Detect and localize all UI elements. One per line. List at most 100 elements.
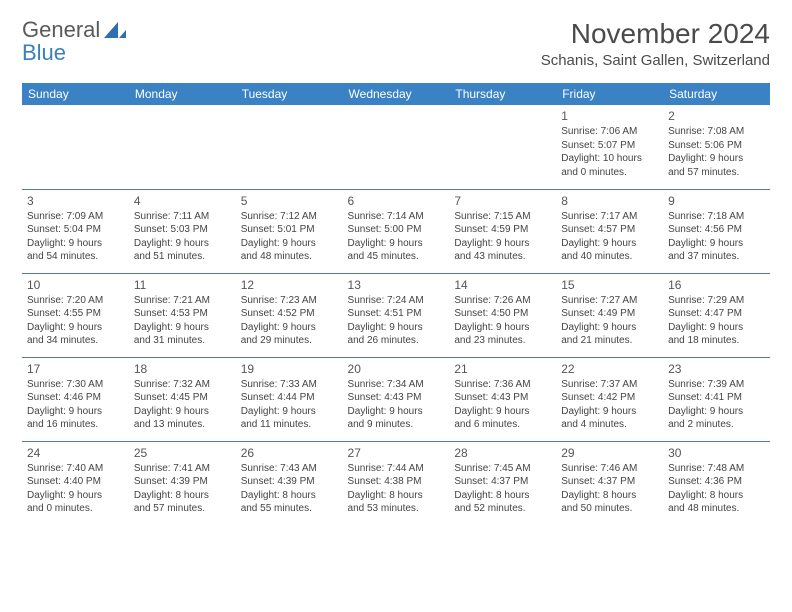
calendar-row: 17Sunrise: 7:30 AMSunset: 4:46 PMDayligh… [22,357,770,441]
day1-text: Daylight: 9 hours [668,152,765,166]
sunset-text: Sunset: 4:43 PM [348,391,445,405]
day-number: 2 [668,108,765,124]
day1-text: Daylight: 9 hours [27,489,124,503]
day2-text: and 50 minutes. [561,502,658,516]
day-number: 22 [561,361,658,377]
sunrise-text: Sunrise: 7:41 AM [134,462,231,476]
day2-text: and 16 minutes. [27,418,124,432]
calendar-table: SundayMondayTuesdayWednesdayThursdayFrid… [22,83,770,525]
day1-text: Daylight: 9 hours [454,321,551,335]
sunset-text: Sunset: 4:37 PM [561,475,658,489]
brand-text: General Blue [22,18,100,64]
day-number: 16 [668,277,765,293]
day-header: Sunday [22,83,129,105]
day-number: 23 [668,361,765,377]
calendar-row: 24Sunrise: 7:40 AMSunset: 4:40 PMDayligh… [22,441,770,525]
sunset-text: Sunset: 4:59 PM [454,223,551,237]
day-header: Thursday [449,83,556,105]
day2-text: and 48 minutes. [241,250,338,264]
calendar-cell: 13Sunrise: 7:24 AMSunset: 4:51 PMDayligh… [343,273,450,357]
sunrise-text: Sunrise: 7:12 AM [241,210,338,224]
brand-word2: Blue [22,40,66,65]
calendar-row: 3Sunrise: 7:09 AMSunset: 5:04 PMDaylight… [22,189,770,273]
day2-text: and 0 minutes. [561,166,658,180]
sunrise-text: Sunrise: 7:43 AM [241,462,338,476]
sunset-text: Sunset: 4:51 PM [348,307,445,321]
day-number: 18 [134,361,231,377]
calendar-cell: 2Sunrise: 7:08 AMSunset: 5:06 PMDaylight… [663,105,770,189]
day-number: 15 [561,277,658,293]
day1-text: Daylight: 9 hours [241,321,338,335]
day2-text: and 9 minutes. [348,418,445,432]
calendar-cell: 14Sunrise: 7:26 AMSunset: 4:50 PMDayligh… [449,273,556,357]
calendar-cell: 4Sunrise: 7:11 AMSunset: 5:03 PMDaylight… [129,189,236,273]
calendar-cell: 3Sunrise: 7:09 AMSunset: 5:04 PMDaylight… [22,189,129,273]
day1-text: Daylight: 9 hours [134,321,231,335]
sunrise-text: Sunrise: 7:34 AM [348,378,445,392]
day1-text: Daylight: 9 hours [668,237,765,251]
sunrise-text: Sunrise: 7:40 AM [27,462,124,476]
day2-text: and 23 minutes. [454,334,551,348]
day1-text: Daylight: 8 hours [134,489,231,503]
sunset-text: Sunset: 4:43 PM [454,391,551,405]
sunrise-text: Sunrise: 7:45 AM [454,462,551,476]
day2-text: and 13 minutes. [134,418,231,432]
calendar-body: 1Sunrise: 7:06 AMSunset: 5:07 PMDaylight… [22,105,770,525]
sunrise-text: Sunrise: 7:23 AM [241,294,338,308]
calendar-cell: 23Sunrise: 7:39 AMSunset: 4:41 PMDayligh… [663,357,770,441]
sunset-text: Sunset: 4:56 PM [668,223,765,237]
sunrise-text: Sunrise: 7:11 AM [134,210,231,224]
day1-text: Daylight: 9 hours [27,321,124,335]
day-header: Tuesday [236,83,343,105]
day-number: 8 [561,193,658,209]
sunrise-text: Sunrise: 7:17 AM [561,210,658,224]
calendar-cell: 25Sunrise: 7:41 AMSunset: 4:39 PMDayligh… [129,441,236,525]
sunrise-text: Sunrise: 7:32 AM [134,378,231,392]
sunset-text: Sunset: 5:04 PM [27,223,124,237]
calendar-cell: 6Sunrise: 7:14 AMSunset: 5:00 PMDaylight… [343,189,450,273]
calendar-cell: 24Sunrise: 7:40 AMSunset: 4:40 PMDayligh… [22,441,129,525]
sunrise-text: Sunrise: 7:06 AM [561,125,658,139]
sunset-text: Sunset: 4:46 PM [27,391,124,405]
day-number: 1 [561,108,658,124]
day-number: 9 [668,193,765,209]
day2-text: and 11 minutes. [241,418,338,432]
calendar-cell: 12Sunrise: 7:23 AMSunset: 4:52 PMDayligh… [236,273,343,357]
day1-text: Daylight: 9 hours [241,405,338,419]
day-header: Wednesday [343,83,450,105]
sunrise-text: Sunrise: 7:48 AM [668,462,765,476]
sunrise-text: Sunrise: 7:08 AM [668,125,765,139]
month-title: November 2024 [541,18,770,50]
day-number: 27 [348,445,445,461]
calendar-cell: 10Sunrise: 7:20 AMSunset: 4:55 PMDayligh… [22,273,129,357]
calendar-cell: 8Sunrise: 7:17 AMSunset: 4:57 PMDaylight… [556,189,663,273]
calendar-cell: 1Sunrise: 7:06 AMSunset: 5:07 PMDaylight… [556,105,663,189]
sunset-text: Sunset: 5:07 PM [561,139,658,153]
calendar-cell: 21Sunrise: 7:36 AMSunset: 4:43 PMDayligh… [449,357,556,441]
sunset-text: Sunset: 4:39 PM [134,475,231,489]
day1-text: Daylight: 10 hours [561,152,658,166]
sunset-text: Sunset: 4:57 PM [561,223,658,237]
day2-text: and 40 minutes. [561,250,658,264]
calendar-cell: 18Sunrise: 7:32 AMSunset: 4:45 PMDayligh… [129,357,236,441]
day-number: 29 [561,445,658,461]
brand-logo: General Blue [22,18,128,64]
sail-icon [102,20,128,47]
sunrise-text: Sunrise: 7:29 AM [668,294,765,308]
day-number: 20 [348,361,445,377]
sunset-text: Sunset: 4:44 PM [241,391,338,405]
calendar-cell: 19Sunrise: 7:33 AMSunset: 4:44 PMDayligh… [236,357,343,441]
day2-text: and 54 minutes. [27,250,124,264]
sunrise-text: Sunrise: 7:39 AM [668,378,765,392]
day-number: 11 [134,277,231,293]
location-text: Schanis, Saint Gallen, Switzerland [541,52,770,69]
day1-text: Daylight: 8 hours [454,489,551,503]
calendar-cell: 22Sunrise: 7:37 AMSunset: 4:42 PMDayligh… [556,357,663,441]
day1-text: Daylight: 8 hours [561,489,658,503]
day-header: Saturday [663,83,770,105]
sunrise-text: Sunrise: 7:14 AM [348,210,445,224]
day2-text: and 37 minutes. [668,250,765,264]
sunset-text: Sunset: 4:47 PM [668,307,765,321]
day1-text: Daylight: 8 hours [668,489,765,503]
day1-text: Daylight: 9 hours [348,321,445,335]
